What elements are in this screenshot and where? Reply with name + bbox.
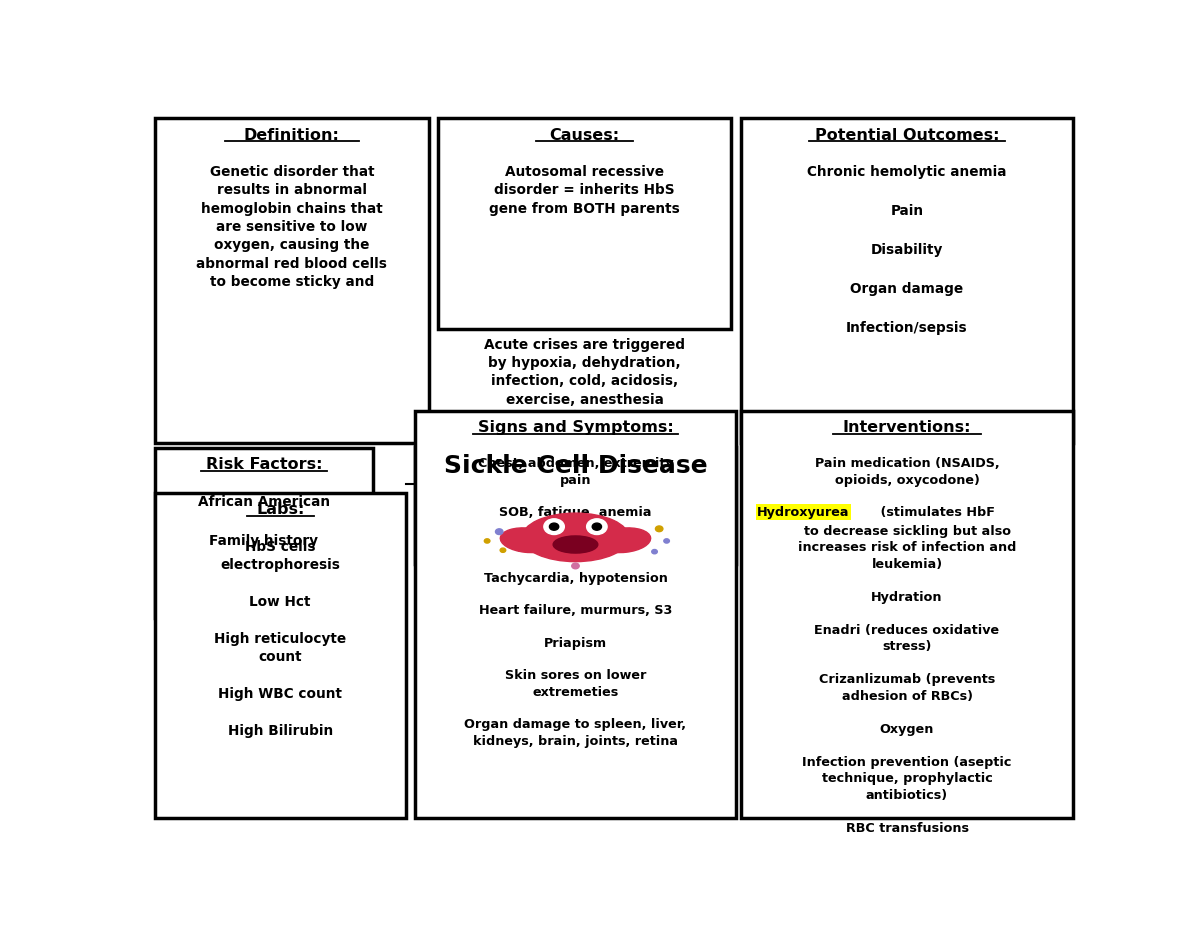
Text: Causes:: Causes: bbox=[550, 128, 620, 143]
Circle shape bbox=[593, 523, 601, 530]
Ellipse shape bbox=[598, 527, 650, 552]
Bar bbox=[438, 119, 731, 329]
Bar bbox=[415, 411, 736, 818]
Text: Risk Factors:: Risk Factors: bbox=[205, 457, 322, 473]
Ellipse shape bbox=[500, 527, 554, 552]
Text: Potential Outcomes:: Potential Outcomes: bbox=[815, 128, 1000, 143]
Text: Sickle Cell Disease: Sickle Cell Disease bbox=[444, 454, 707, 477]
Text: HbS cells
electrophoresis

Low Hct

High reticulocyte
count

High WBC count

Hig: HbS cells electrophoresis Low Hct High r… bbox=[214, 540, 347, 738]
Circle shape bbox=[571, 563, 580, 569]
Circle shape bbox=[655, 526, 662, 532]
Text: Genetic disorder that
results in abnormal
hemoglobin chains that
are sensitive t: Genetic disorder that results in abnorma… bbox=[197, 165, 388, 289]
Text: Chronic hemolytic anemia

Pain

Disability

Organ damage

Infection/sepsis: Chronic hemolytic anemia Pain Disability… bbox=[808, 165, 1007, 335]
Ellipse shape bbox=[553, 536, 598, 553]
Bar bbox=[155, 119, 430, 443]
Bar bbox=[155, 448, 373, 618]
Bar bbox=[155, 493, 406, 818]
Text: Pain medication (NSAIDS,
opioids, oxycodone): Pain medication (NSAIDS, opioids, oxycod… bbox=[815, 457, 1000, 520]
Text: Labs:: Labs: bbox=[256, 502, 305, 517]
Circle shape bbox=[550, 523, 559, 530]
Text: (stimulates HbF: (stimulates HbF bbox=[876, 506, 995, 519]
Ellipse shape bbox=[522, 514, 629, 562]
Text: Interventions:: Interventions: bbox=[842, 420, 971, 436]
Text: African American

Family history: African American Family history bbox=[198, 494, 330, 548]
Text: Signs and Symptoms:: Signs and Symptoms: bbox=[478, 420, 673, 436]
Text: Acute crises are triggered
by hypoxia, dehydration,
infection, cold, acidosis,
e: Acute crises are triggered by hypoxia, d… bbox=[485, 337, 685, 407]
Circle shape bbox=[652, 550, 658, 553]
Text: Definition:: Definition: bbox=[244, 128, 340, 143]
Text: Autosomal recessive
disorder = inherits HbS
gene from BOTH parents: Autosomal recessive disorder = inherits … bbox=[490, 165, 680, 216]
Bar bbox=[740, 411, 1074, 818]
Circle shape bbox=[544, 519, 564, 535]
Text: to decrease sickling but also
increases risk of infection and
leukemia)

Hydrati: to decrease sickling but also increases … bbox=[798, 525, 1016, 834]
Bar bbox=[415, 447, 736, 565]
Circle shape bbox=[496, 528, 503, 535]
Text: Chest, abdomen, extremity
pain

SOB, fatigue, anemia

Cyanosis, jaundice

Tachyc: Chest, abdomen, extremity pain SOB, fati… bbox=[464, 457, 686, 747]
Circle shape bbox=[664, 539, 670, 543]
Text: Hydroxyurea: Hydroxyurea bbox=[757, 506, 850, 519]
Circle shape bbox=[587, 519, 607, 535]
Circle shape bbox=[485, 539, 490, 543]
Bar bbox=[740, 119, 1074, 443]
Circle shape bbox=[500, 548, 505, 552]
